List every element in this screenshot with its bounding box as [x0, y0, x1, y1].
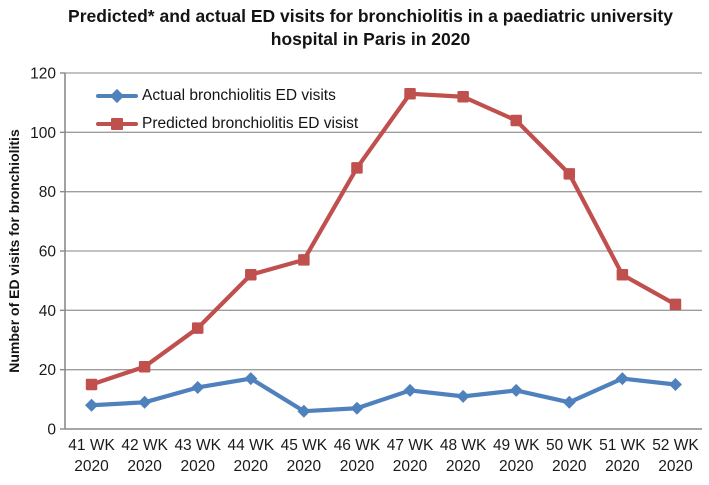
- x-axis-label: 41 WK: [68, 437, 115, 454]
- legend: Actual bronchiolitis ED visits Predicted…: [96, 86, 358, 142]
- x-axis-year-label: 2020: [552, 458, 587, 475]
- square-marker: [245, 268, 257, 281]
- square-marker: [457, 90, 469, 103]
- x-axis-year-label: 2020: [658, 458, 693, 475]
- x-axis-year-label: 2020: [234, 458, 269, 475]
- x-axis-label: 44 WK: [228, 437, 275, 454]
- diamond-marker: [509, 383, 523, 397]
- x-axis-year-label: 2020: [393, 458, 428, 475]
- diamond-marker: [668, 378, 682, 391]
- square-marker: [563, 168, 576, 180]
- x-axis-label: 42 WK: [121, 437, 168, 454]
- x-axis-year-label: 2020: [74, 458, 109, 475]
- chart-title: Predicted* and actual ED visits for bron…: [0, 5, 709, 51]
- x-axis-year-label: 2020: [127, 458, 162, 475]
- square-marker: [298, 254, 310, 266]
- diamond-marker: [562, 395, 576, 409]
- legend-label-predicted: Predicted bronchiolitis ED visist: [142, 115, 359, 132]
- diamond-marker: [615, 372, 629, 386]
- x-axis-year-label: 2020: [499, 458, 534, 475]
- x-axis-label: 52 WK: [652, 437, 699, 454]
- x-axis-label: 43 WK: [174, 437, 221, 454]
- y-tick-label: 80: [39, 184, 57, 201]
- y-tick-label: 20: [39, 362, 57, 379]
- actual-diamond-marker-icon: [109, 88, 125, 104]
- diamond-marker: [138, 395, 152, 409]
- x-axis-year-label: 2020: [287, 458, 322, 475]
- x-axis-label: 46 WK: [334, 437, 381, 454]
- legend-swatch-predicted: [96, 117, 138, 131]
- series-line-actual: [89, 376, 678, 414]
- square-marker: [85, 378, 98, 391]
- x-axis-label: 48 WK: [440, 437, 487, 454]
- legend-item-predicted: Predicted bronchiolitis ED visist: [96, 114, 358, 134]
- series-line-predicted: [89, 91, 678, 387]
- y-tick-label: 60: [39, 244, 57, 261]
- diamond-marker: [350, 401, 364, 415]
- square-marker: [351, 162, 363, 174]
- diamond-marker: [456, 389, 470, 403]
- x-axis-label: 49 WK: [493, 437, 540, 454]
- diamond-marker: [191, 380, 205, 394]
- chart-title-line1: Predicted* and actual ED visits for bron…: [68, 6, 673, 26]
- legend-label-actual: Actual bronchiolitis ED visits: [142, 87, 336, 104]
- legend-swatch-actual: [96, 88, 138, 104]
- square-marker: [191, 322, 204, 334]
- diamond-marker: [297, 404, 311, 418]
- x-axis-year-label: 2020: [180, 458, 215, 475]
- y-tick-label: 100: [30, 125, 56, 142]
- chart-title-line2: hospital in Paris in 2020: [270, 29, 471, 49]
- x-axis-year-label: 2020: [340, 458, 375, 475]
- square-marker: [404, 88, 416, 100]
- x-axis-label: 47 WK: [387, 437, 434, 454]
- x-axis-label: 50 WK: [546, 437, 593, 454]
- x-axis-year-label: 2020: [605, 458, 640, 475]
- legend-item-actual: Actual bronchiolitis ED visits: [96, 86, 358, 106]
- x-axis-year-label: 2020: [446, 458, 481, 475]
- square-marker: [616, 268, 629, 281]
- predicted-square-marker-icon: [111, 118, 123, 130]
- y-tick-label: 0: [47, 422, 56, 439]
- x-axis-label: 45 WK: [281, 437, 328, 454]
- diamond-marker: [244, 372, 258, 386]
- x-axis-label: 51 WK: [599, 437, 646, 454]
- diamond-marker: [403, 383, 417, 397]
- square-marker: [669, 298, 682, 311]
- square-marker: [510, 114, 522, 127]
- y-tick-label: 120: [30, 66, 56, 83]
- y-tick-label: 40: [39, 303, 57, 320]
- square-marker: [138, 360, 151, 373]
- diamond-marker: [85, 398, 99, 412]
